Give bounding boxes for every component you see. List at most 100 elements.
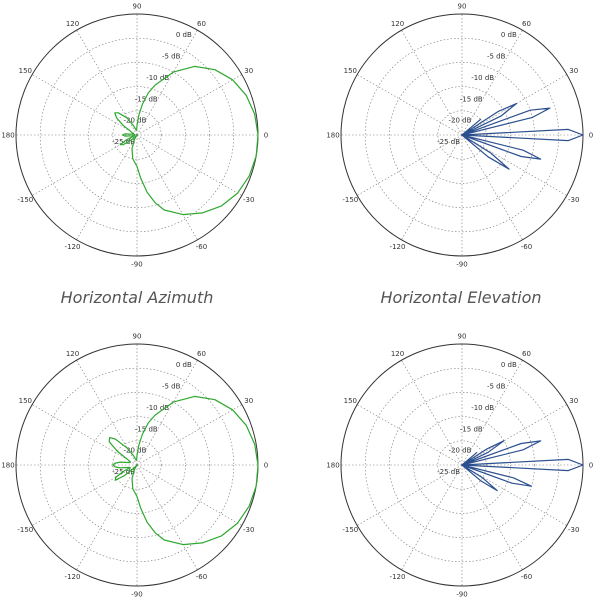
angle-tick-label: 60 — [197, 20, 206, 28]
grid-spoke — [32, 74, 138, 136]
angle-tick-label: 120 — [391, 350, 404, 358]
grid-spoke — [357, 74, 463, 136]
grid-spoke — [136, 404, 242, 466]
radial-db-label: -10 dB — [146, 74, 169, 82]
grid-spoke — [401, 360, 463, 466]
angle-tick-label: 30 — [244, 397, 253, 405]
radial-db-label: -25 dB — [112, 468, 135, 476]
grid-spoke — [357, 404, 463, 466]
angle-tick-label: 120 — [66, 20, 79, 28]
angle-tick-label: -30 — [243, 526, 254, 534]
angle-tick-label: 180 — [1, 462, 14, 470]
polar-plot-svg: 90 60 30 0 -30 -60 -90 -120 -150 180 150 120 0 dB -5 … — [1, 3, 268, 269]
grid-spoke — [461, 30, 523, 136]
angle-tick-label: 60 — [522, 20, 531, 28]
angle-tick-label: -90 — [131, 261, 142, 269]
grid-spoke — [32, 404, 138, 466]
grid-ring — [88, 416, 186, 514]
grid-ring — [413, 86, 511, 184]
grid-spoke — [76, 464, 138, 570]
grid-spoke — [136, 30, 198, 136]
angle-tick-label: -120 — [65, 243, 81, 251]
grid-ring — [389, 392, 535, 538]
radial-db-label: -5 dB — [162, 53, 181, 61]
grid-spoke — [461, 134, 567, 196]
polar-plot-horizontal-elevation-1: 90 60 30 0 -30 -60 -90 -120 -150 180 150 120 0 dB -5 … — [326, 0, 597, 270]
angle-tick-label: -30 — [568, 196, 579, 204]
grid-ring — [39, 37, 235, 233]
radiation-pattern-line — [108, 395, 259, 546]
grid-ring — [39, 367, 235, 563]
grid-spoke — [76, 134, 138, 240]
angle-tick-label: 150 — [19, 397, 32, 405]
grid-spoke — [461, 464, 567, 526]
grid-spoke — [32, 464, 138, 526]
caption-horizontal-azimuth: Horizontal Azimuth — [60, 288, 214, 307]
grid-ring — [88, 86, 186, 184]
radial-db-label: 0 dB — [501, 31, 517, 39]
radiation-pattern-line — [114, 65, 259, 216]
grid-ring — [112, 110, 162, 160]
radial-db-label: -20 dB — [448, 117, 471, 125]
angle-tick-label: 0 — [589, 132, 593, 140]
radial-db-label: -10 dB — [146, 404, 169, 412]
angle-tick-label: 90 — [458, 3, 467, 11]
angle-tick-label: 30 — [569, 397, 578, 405]
angle-tick-label: -60 — [196, 243, 207, 251]
grid-ring — [364, 37, 560, 233]
radial-db-label: -20 dB — [123, 117, 146, 125]
angle-tick-label: 0 — [589, 462, 593, 470]
angle-tick-label: 60 — [197, 350, 206, 358]
angle-tick-label: -60 — [521, 243, 532, 251]
angle-tick-label: -120 — [390, 573, 406, 581]
grid-ring — [437, 440, 487, 490]
angle-tick-label: 90 — [458, 333, 467, 341]
radial-db-label: -15 dB — [460, 95, 483, 103]
angle-tick-label: 150 — [344, 397, 357, 405]
angle-tick-label: 60 — [522, 350, 531, 358]
grid-spoke — [357, 464, 463, 526]
grid-spoke — [136, 360, 198, 466]
radial-db-label: -15 dB — [135, 95, 158, 103]
angle-tick-label: 0 — [264, 462, 268, 470]
grid-spoke — [461, 464, 523, 570]
radial-db-label: -20 dB — [123, 447, 146, 455]
grid-ring — [64, 62, 210, 208]
radial-db-label: -25 dB — [437, 468, 460, 476]
grid-spoke — [461, 360, 523, 466]
radial-db-label: -20 dB — [448, 447, 471, 455]
angle-tick-label: 150 — [344, 67, 357, 75]
angle-tick-label: -90 — [131, 591, 142, 599]
angle-tick-label: 180 — [326, 132, 339, 140]
grid-spoke — [76, 30, 138, 136]
radial-db-label: -5 dB — [162, 383, 181, 391]
angle-tick-label: -150 — [342, 196, 358, 204]
grid-ring — [64, 392, 210, 538]
radial-db-label: 0 dB — [501, 361, 517, 369]
angle-tick-label: -120 — [65, 573, 81, 581]
radial-db-label: 0 dB — [176, 31, 192, 39]
polar-plot-svg: 90 60 30 0 -30 -60 -90 -120 -150 180 150 120 0 dB -5 … — [326, 3, 593, 269]
angle-tick-label: -150 — [17, 526, 33, 534]
polar-plot-svg: 90 60 30 0 -30 -60 -90 -120 -150 180 150 120 0 dB -5 … — [326, 333, 593, 599]
angle-tick-label: -90 — [456, 591, 467, 599]
grid-ring — [437, 110, 487, 160]
grid-spoke — [401, 464, 463, 570]
grid-spoke — [401, 134, 463, 240]
grid-spoke — [76, 360, 138, 466]
angle-tick-label: 90 — [133, 3, 142, 11]
angle-tick-label: -120 — [390, 243, 406, 251]
caption-horizontal-elevation: Horizontal Elevation — [380, 288, 542, 307]
angle-tick-label: 0 — [264, 132, 268, 140]
grid-spoke — [136, 134, 198, 240]
grid-spoke — [32, 134, 138, 196]
grid-ring — [112, 440, 162, 490]
angle-tick-label: 120 — [391, 20, 404, 28]
radiation-pattern-line — [461, 102, 584, 170]
angle-tick-label: 30 — [244, 67, 253, 75]
angle-tick-label: 30 — [569, 67, 578, 75]
grid-spoke — [136, 74, 242, 136]
angle-tick-label: 120 — [66, 350, 79, 358]
angle-tick-label: 180 — [326, 462, 339, 470]
grid-spoke — [461, 134, 523, 240]
